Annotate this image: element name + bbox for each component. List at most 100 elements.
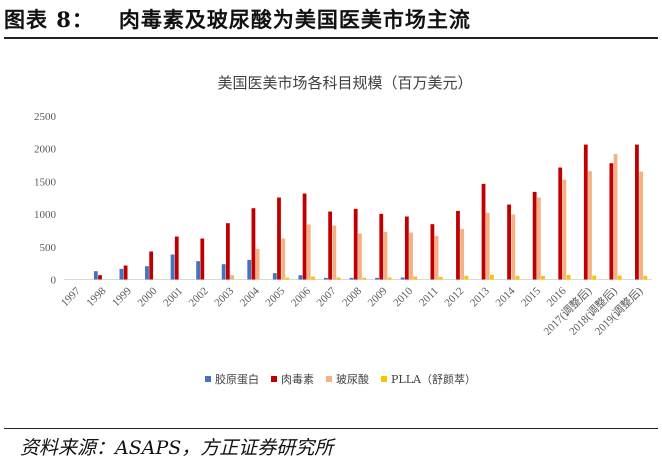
bar-4 (285, 277, 290, 280)
bar-2 (481, 183, 486, 280)
bar-4 (592, 275, 597, 280)
bar-3 (460, 228, 465, 280)
bar-1 (119, 268, 124, 280)
legend-swatch (205, 376, 211, 382)
bar-3 (434, 235, 439, 280)
x-tick-label: 2008 (340, 285, 364, 309)
x-tick-label: 2015 (519, 285, 543, 309)
chart-title: 美国医美市场各科目规模（百万美元） (217, 74, 472, 92)
bar-4 (438, 276, 443, 280)
bar-1 (196, 261, 201, 280)
bar-2 (225, 223, 230, 280)
bar-4 (566, 274, 571, 280)
bar-2 (404, 216, 409, 280)
bar-2 (430, 224, 435, 280)
bar-3 (358, 233, 362, 280)
x-tick-label: 2005 (263, 285, 287, 309)
bar-3 (409, 232, 413, 280)
x-tick-label: 2010 (391, 285, 415, 309)
bar-1 (375, 277, 379, 280)
x-tick-label: 2004 (238, 285, 262, 309)
legend-swatch (271, 376, 277, 382)
x-tick-label: 2013 (468, 285, 492, 309)
x-tick-label: 2014 (493, 285, 517, 309)
bar-3 (383, 231, 388, 280)
x-tick-label: 1999 (110, 285, 134, 309)
bar-2 (98, 275, 102, 280)
bar-4 (541, 275, 545, 280)
bar-1 (93, 271, 98, 280)
bar-3 (255, 248, 260, 280)
bar-2 (149, 251, 154, 280)
legend-label: 玻尿酸 (336, 372, 369, 386)
bar-3 (230, 275, 234, 280)
bar-4 (490, 274, 494, 280)
x-tick-label: 2011 (417, 285, 441, 309)
x-tick-label: 2001 (161, 285, 185, 309)
bar-2 (123, 265, 128, 280)
x-tick-label: 2007 (315, 285, 339, 309)
bar-2 (456, 210, 460, 280)
bar-2 (251, 208, 256, 280)
bar-3 (485, 212, 490, 280)
bar-3 (306, 224, 311, 280)
bar-4 (515, 275, 520, 280)
bar-4 (311, 276, 315, 280)
bar-1 (298, 275, 303, 280)
bar-1 (400, 277, 405, 280)
bar-4 (617, 275, 622, 280)
bar-1 (247, 259, 252, 280)
bar-2 (609, 163, 614, 280)
bar-4 (643, 275, 648, 280)
x-tick-label: 2003 (212, 285, 236, 309)
header-divider (4, 37, 658, 39)
bar-3 (613, 153, 618, 280)
y-tick-label: 1000 (34, 209, 57, 221)
bar-1 (324, 277, 328, 280)
bar-4 (413, 276, 418, 280)
bar-2 (200, 238, 205, 280)
bar-3 (562, 179, 567, 280)
x-tick-label: 1997 (59, 285, 83, 309)
source-note: 资料来源：ASAPS，方正证券研究所 (20, 437, 334, 459)
bar-2 (302, 193, 307, 280)
legend-label: 肉毒素 (281, 373, 314, 386)
bar-3 (332, 225, 337, 280)
bar-4 (362, 277, 366, 280)
x-tick-label: 2002 (187, 285, 211, 309)
y-tick-label: 2000 (34, 144, 57, 156)
bar-2 (507, 204, 511, 280)
y-tick-label: 0 (51, 275, 57, 287)
bar-2 (328, 211, 333, 280)
bar-1 (272, 273, 277, 280)
x-tick-label: 2006 (289, 285, 313, 309)
x-tick-label: 2000 (136, 285, 160, 309)
bar-1 (349, 277, 354, 280)
legend-swatch (326, 376, 332, 382)
bar-1 (221, 264, 226, 280)
bar-4 (387, 277, 392, 280)
bar-3 (639, 171, 644, 280)
bar-2 (532, 191, 537, 280)
x-tick-label: 2009 (366, 285, 390, 309)
bar-3 (588, 171, 592, 280)
bar-2 (558, 167, 563, 280)
bar-2 (635, 144, 639, 280)
legend-label: 胶原蛋白 (215, 372, 259, 386)
bar-3 (536, 197, 541, 280)
bar-3 (511, 214, 516, 280)
x-tick-label: 1998 (84, 285, 108, 309)
bar-1 (145, 266, 149, 280)
footer-divider (4, 428, 658, 429)
bar-2 (277, 197, 281, 280)
legend-label: PLLA（舒颜萃） (391, 372, 476, 386)
y-tick-label: 2500 (34, 111, 57, 123)
bar-2 (583, 144, 588, 280)
x-tick-label: 2012 (442, 285, 466, 309)
bar-4 (336, 277, 341, 280)
y-tick-label: 1500 (34, 176, 57, 188)
bar-2 (353, 208, 358, 280)
bar-2 (379, 213, 384, 280)
legend-swatch (381, 376, 387, 382)
